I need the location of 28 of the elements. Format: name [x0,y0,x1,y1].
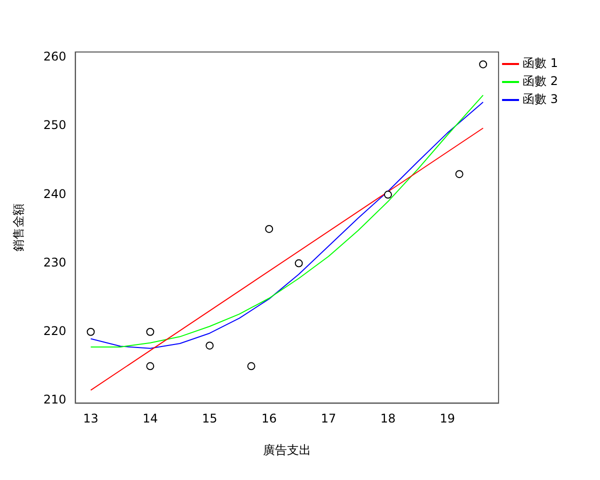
x-tick-label: 19 [440,412,456,426]
x-axis-title: 廣告支出 [262,442,311,457]
point [146,362,154,370]
y-tick-label: 240 [43,186,66,201]
x-tick-label: 16 [261,412,277,426]
point [247,362,256,370]
point [479,60,488,68]
point [384,190,392,199]
point [455,170,464,178]
point [146,328,154,336]
y-tick-label: 250 [43,118,66,132]
legend-label: 函數 1 [522,56,558,70]
y-tick-label: 230 [43,255,66,270]
x-tick-label: 15 [202,412,218,426]
point [265,224,274,233]
y-axis-title: 銷售金額 [11,204,26,252]
legend-label: 函數 3 [522,92,558,106]
y-tick-label: 220 [43,324,66,338]
x-tick-label: 13 [83,412,98,426]
point [86,328,95,336]
x-tick-label: 14 [142,412,158,426]
legend-label: 函數 2 [522,74,558,88]
point [294,259,303,268]
x-tick-label: 17 [320,412,336,426]
y-tick-label: 260 [43,50,66,64]
y-tick-label: 210 [43,392,66,407]
point [206,342,214,350]
x-tick-label: 18 [380,412,396,426]
